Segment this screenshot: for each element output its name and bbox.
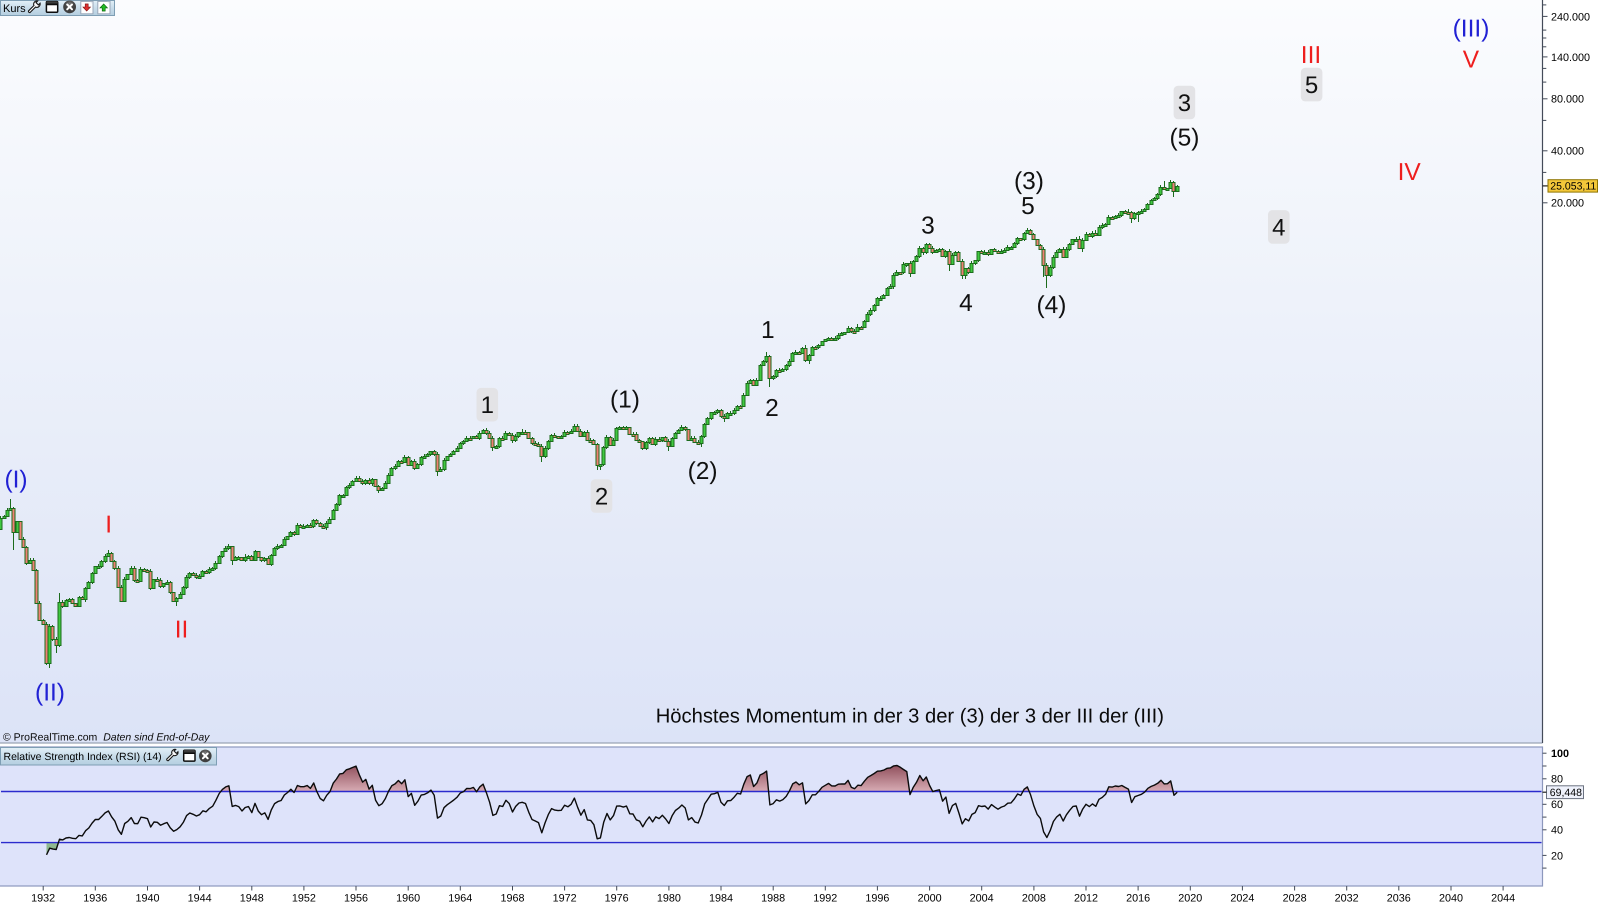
svg-text:(1): (1) [610,387,640,414]
svg-text:1: 1 [761,317,775,344]
svg-text:2040: 2040 [1439,893,1463,905]
svg-text:III: III [1301,42,1321,69]
svg-text:Höchstes Momentum in der 3 der: Höchstes Momentum in der 3 der (3) der 3… [656,705,1164,727]
svg-text:5: 5 [1021,193,1035,220]
svg-text:1968: 1968 [500,893,524,905]
svg-text:60: 60 [1551,799,1563,811]
svg-text:69,448: 69,448 [1550,787,1582,799]
svg-text:(4): (4) [1037,292,1067,319]
svg-text:2044: 2044 [1491,893,1515,905]
svg-text:40: 40 [1551,825,1563,837]
svg-text:2020: 2020 [1178,893,1202,905]
svg-text:Relative Strength Index (RSI): Relative Strength Index (RSI) (14) [4,751,162,763]
svg-text:1948: 1948 [240,893,264,905]
svg-text:IV: IV [1398,159,1422,186]
svg-text:4: 4 [1272,214,1285,241]
svg-text:2016: 2016 [1126,893,1150,905]
svg-text:1960: 1960 [396,893,420,905]
svg-text:3: 3 [1178,90,1191,117]
svg-text:1988: 1988 [761,893,785,905]
svg-text:II: II [175,616,189,643]
svg-text:1984: 1984 [709,893,733,905]
svg-text:240.000: 240.000 [1551,11,1590,23]
svg-text:1936: 1936 [83,893,107,905]
svg-text:1992: 1992 [813,893,837,905]
svg-text:2036: 2036 [1387,893,1411,905]
svg-text:2: 2 [765,395,779,422]
svg-text:20.000: 20.000 [1551,198,1584,210]
svg-text:V: V [1463,46,1480,73]
svg-text:I: I [105,512,112,539]
svg-text:1952: 1952 [292,893,316,905]
svg-text:(3): (3) [1014,168,1044,195]
svg-text:1976: 1976 [605,893,629,905]
svg-text:(5): (5) [1170,124,1200,151]
svg-text:25.053,11: 25.053,11 [1550,181,1596,193]
svg-text:2000: 2000 [918,893,942,905]
svg-text:2032: 2032 [1335,893,1359,905]
svg-text:40.000: 40.000 [1551,146,1584,158]
svg-text:2012: 2012 [1074,893,1098,905]
svg-text:Kurs: Kurs [3,3,26,15]
svg-text:20: 20 [1551,850,1563,862]
svg-text:1996: 1996 [865,893,889,905]
svg-text:(II): (II) [35,679,65,706]
svg-text:2004: 2004 [970,893,994,905]
svg-text:2: 2 [595,483,608,510]
svg-text:80: 80 [1551,774,1563,786]
svg-text:© ProRealTime.com Daten sind E: © ProRealTime.com Daten sind End-of-Day [3,732,210,744]
svg-text:(2): (2) [688,458,718,485]
svg-text:100: 100 [1551,748,1569,760]
svg-text:1980: 1980 [657,893,681,905]
svg-text:2008: 2008 [1022,893,1046,905]
svg-text:1964: 1964 [448,893,472,905]
svg-text:(III): (III) [1453,15,1490,42]
svg-text:1940: 1940 [135,893,159,905]
svg-text:1: 1 [481,392,494,419]
svg-text:(I): (I) [4,467,27,494]
svg-text:2024: 2024 [1230,893,1254,905]
svg-text:1956: 1956 [344,893,368,905]
svg-text:140.000: 140.000 [1551,52,1590,64]
svg-text:2028: 2028 [1283,893,1307,905]
svg-text:1932: 1932 [31,893,55,905]
svg-text:4: 4 [959,290,973,317]
svg-text:3: 3 [921,212,935,239]
svg-text:5: 5 [1305,72,1318,99]
svg-text:1972: 1972 [553,893,577,905]
svg-text:80.000: 80.000 [1551,94,1584,106]
svg-text:1944: 1944 [188,893,212,905]
